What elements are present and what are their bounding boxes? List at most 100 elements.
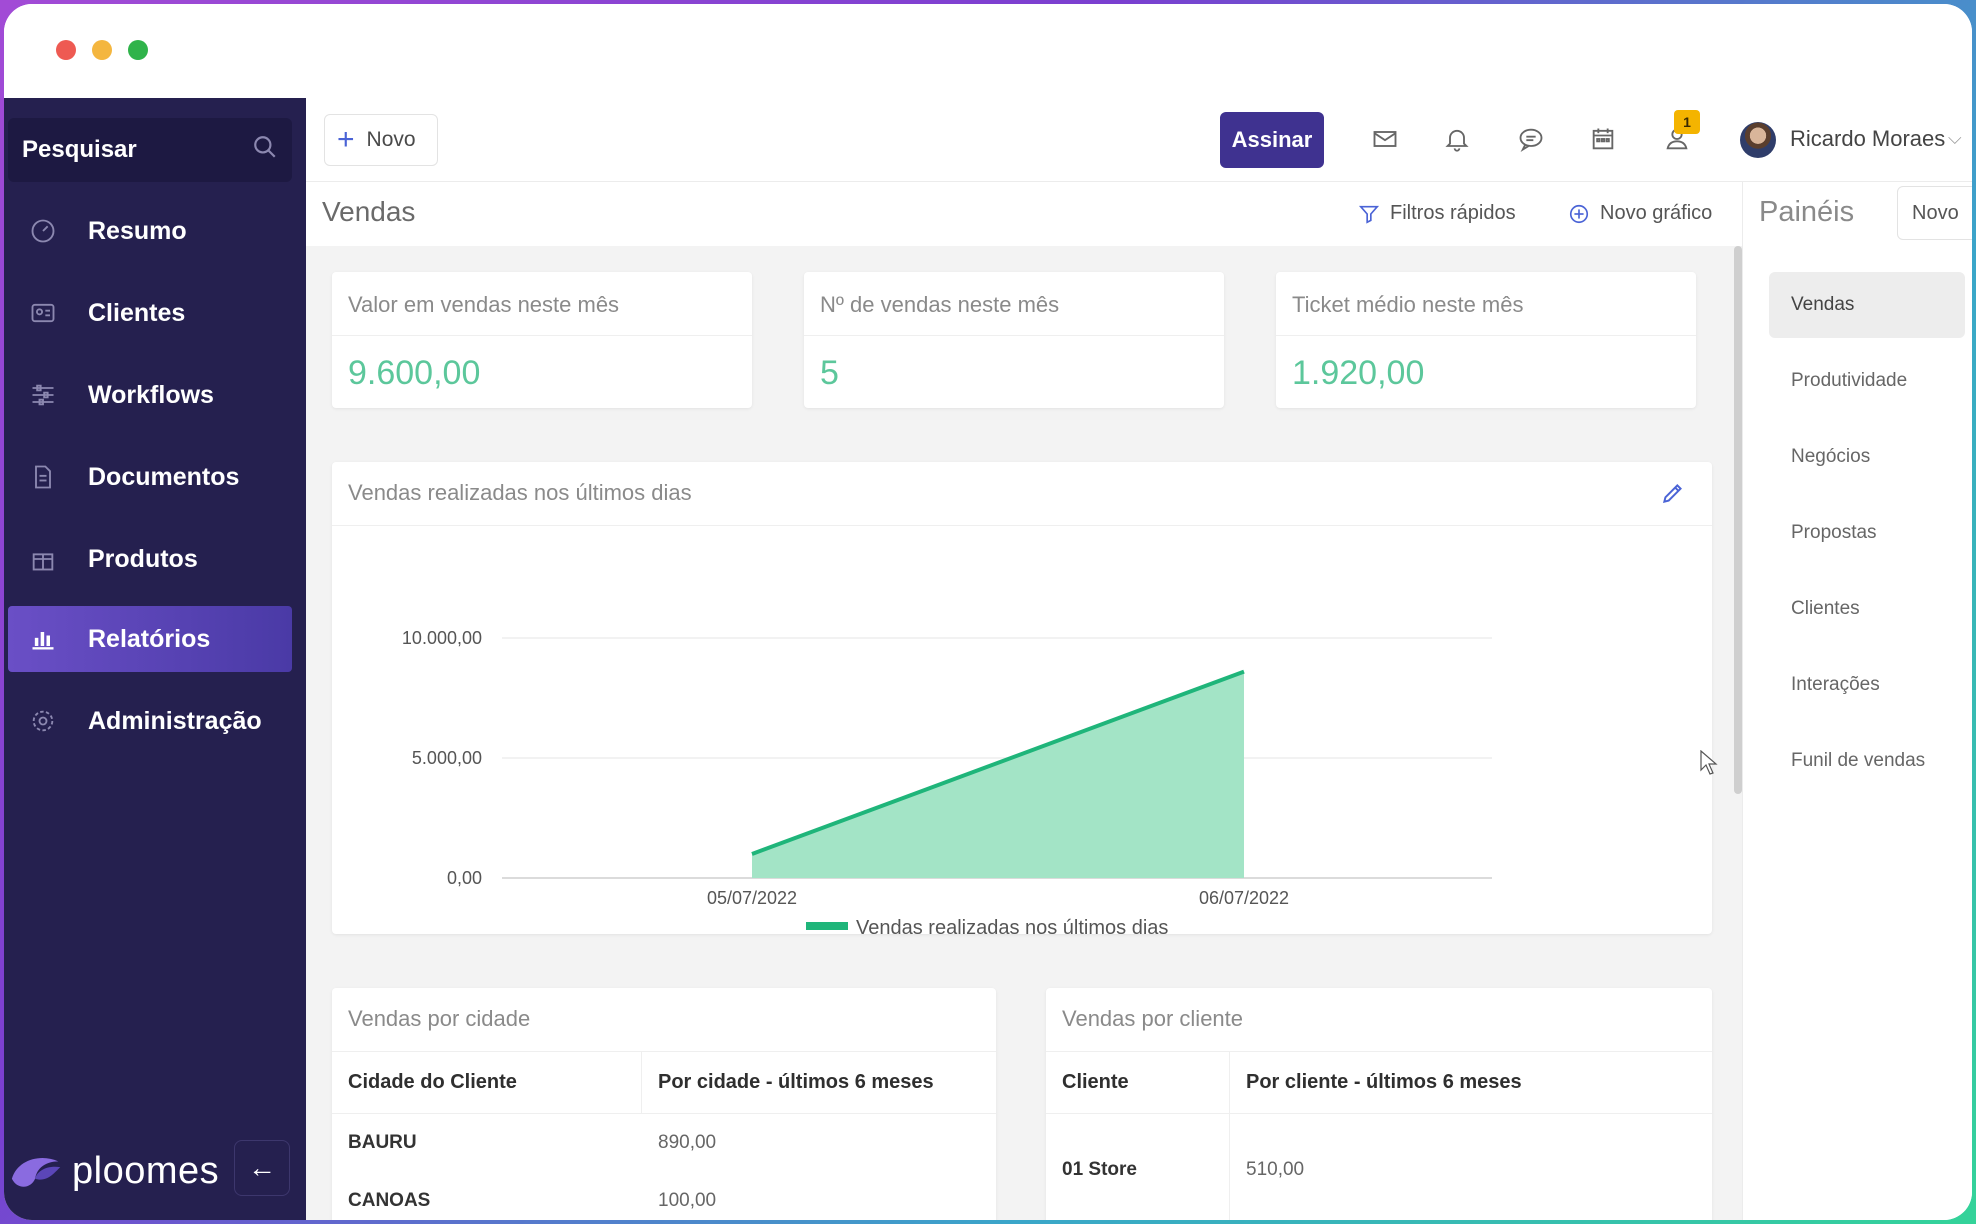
- kpi-card: Valor em vendas neste mês 9.600,00: [332, 272, 752, 408]
- filter-icon: [1358, 205, 1380, 224]
- sidebar-item-label: Clientes: [88, 298, 186, 327]
- kpi-card: Ticket médio neste mês 1.920,00: [1276, 272, 1696, 408]
- legend-swatch: [806, 922, 848, 930]
- table-header-row: Cidade do Cliente Por cidade - últimos 6…: [332, 1052, 996, 1114]
- kpi-value: 5: [820, 354, 839, 392]
- gauge-icon: [28, 216, 58, 246]
- panel-item-interacoes[interactable]: Interações: [1791, 674, 1880, 695]
- top-bar: + Novo Assinar 1 Ricardo Moraes ⌵: [306, 98, 1972, 182]
- user-name[interactable]: Ricardo Moraes: [1790, 126, 1946, 151]
- sidebar-item-workflows[interactable]: Workflows: [8, 362, 292, 428]
- chart-card-title: Vendas realizadas nos últimos dias: [332, 462, 1712, 526]
- sales-by-client-card: Vendas por cliente Cliente Por cliente -…: [1046, 988, 1712, 1220]
- table-row[interactable]: CANOAS 100,00: [332, 1172, 996, 1220]
- legend-label: Vendas realizadas nos últimos dias: [856, 917, 1168, 934]
- avatar[interactable]: [1740, 122, 1776, 158]
- sidebar: Pesquisar Resumo Clientes Workflows Docu…: [4, 98, 306, 1220]
- main-content: Vendas Filtros rápidos Novo gráfico Valo…: [306, 182, 1742, 1220]
- ploomes-logo: [11, 1158, 61, 1187]
- new-chart-button[interactable]: Novo gráfico: [1568, 202, 1712, 225]
- y-tick-label: 10.000,00: [402, 628, 482, 648]
- kpi-title: Ticket médio neste mês: [1276, 272, 1696, 336]
- table-cell: 510,00: [1246, 1159, 1305, 1180]
- pencil-icon[interactable]: [1660, 480, 1686, 512]
- kpi-value: 9.600,00: [348, 354, 481, 392]
- sidebar-item-label: Produtos: [88, 544, 198, 573]
- notification-badge: 1: [1674, 110, 1700, 134]
- table-card-title: Vendas por cliente: [1046, 988, 1712, 1052]
- sidebar-item-relatorios[interactable]: Relatórios: [8, 606, 292, 672]
- collapse-sidebar-button[interactable]: ←: [234, 1140, 290, 1196]
- page-header: Vendas Filtros rápidos Novo gráfico: [306, 182, 1742, 246]
- x-tick-label: 05/07/2022: [707, 888, 797, 908]
- minimize-window-button[interactable]: [92, 40, 112, 60]
- column-header[interactable]: Cidade do Cliente: [332, 1052, 642, 1113]
- panel-item-clientes[interactable]: Clientes: [1791, 598, 1860, 619]
- table-row[interactable]: BAURU 890,00: [332, 1114, 996, 1172]
- table-cell: BAURU: [348, 1132, 417, 1153]
- quick-filters-label: Filtros rápidos: [1390, 202, 1516, 224]
- sidebar-item-administracao[interactable]: Administração: [8, 688, 292, 754]
- sidebar-item-label: Administração: [88, 706, 262, 735]
- sliders-icon: [28, 380, 58, 410]
- close-window-button[interactable]: [56, 40, 76, 60]
- search-label: Pesquisar: [22, 136, 137, 163]
- sidebar-item-label: Documentos: [88, 462, 240, 491]
- x-tick-label: 06/07/2022: [1199, 888, 1289, 908]
- plus-circle-icon: [1569, 204, 1589, 223]
- series-line: [751, 669, 1245, 856]
- chat-icon[interactable]: [1516, 124, 1546, 154]
- assinar-button[interactable]: Assinar: [1220, 112, 1324, 168]
- new-button-label: Novo: [366, 128, 416, 151]
- search-box[interactable]: Pesquisar: [8, 118, 292, 182]
- sidebar-item-documentos[interactable]: Documentos: [8, 444, 292, 510]
- title-bar: [4, 4, 1972, 98]
- column-header[interactable]: Cliente: [1046, 1052, 1230, 1113]
- y-tick-label: 5.000,00: [412, 748, 482, 768]
- bell-icon[interactable]: [1442, 124, 1472, 154]
- sidebar-item-clientes[interactable]: Clientes: [8, 280, 292, 346]
- panels-sidebar: Painéis Novo Vendas Produtividade Negóci…: [1742, 182, 1972, 1220]
- calendar-icon[interactable]: [1588, 124, 1618, 154]
- panel-item-propostas[interactable]: Propostas: [1791, 522, 1877, 543]
- maximize-window-button[interactable]: [128, 40, 148, 60]
- brand: ploomes ←: [4, 1136, 306, 1206]
- kpi-value: 1.920,00: [1292, 354, 1425, 392]
- app-window: Pesquisar Resumo Clientes Workflows Docu…: [4, 4, 1972, 1220]
- kpi-card: Nº de vendas neste mês 5: [804, 272, 1224, 408]
- chart-title: Vendas realizadas nos últimos dias: [348, 480, 692, 505]
- column-header[interactable]: Por cidade - últimos 6 meses: [658, 1071, 934, 1093]
- mouse-cursor-icon: [1700, 750, 1718, 775]
- document-icon: [28, 462, 58, 492]
- sidebar-item-label: Workflows: [88, 380, 214, 409]
- table-cell: 890,00: [658, 1132, 717, 1153]
- sidebar-item-resumo[interactable]: Resumo: [8, 198, 292, 264]
- plus-icon: +: [337, 123, 355, 156]
- mail-icon[interactable]: [1370, 124, 1400, 154]
- table-cell: 01 Store: [1046, 1114, 1230, 1220]
- contact-card-icon: [28, 298, 58, 328]
- new-button[interactable]: + Novo: [324, 114, 438, 166]
- table-cell: 100,00: [658, 1190, 717, 1211]
- table-header-row: Cliente Por cliente - últimos 6 meses: [1046, 1052, 1712, 1114]
- bar-chart-icon: [28, 624, 58, 654]
- sidebar-item-label: Relatórios: [88, 624, 211, 653]
- table-row[interactable]: 01 Store 510,00: [1046, 1114, 1712, 1220]
- search-icon[interactable]: [252, 134, 278, 167]
- scrollbar[interactable]: [1734, 246, 1742, 794]
- panel-item-negocios[interactable]: Negócios: [1791, 446, 1871, 467]
- quick-filters-button[interactable]: Filtros rápidos: [1358, 202, 1516, 225]
- panel-item-vendas[interactable]: Vendas: [1769, 272, 1965, 338]
- gift-box-icon: [28, 544, 58, 574]
- chevron-down-icon[interactable]: ⌵: [1948, 128, 1962, 148]
- panel-item-produtividade[interactable]: Produtividade: [1791, 370, 1908, 391]
- sidebar-item-label: Resumo: [88, 216, 187, 245]
- panel-item-funil-de-vendas[interactable]: Funil de vendas: [1791, 750, 1926, 771]
- new-panel-button[interactable]: Novo: [1897, 186, 1972, 240]
- kpi-title: Valor em vendas neste mês: [332, 272, 752, 336]
- table-cell: CANOAS: [348, 1190, 431, 1211]
- sales-by-city-card: Vendas por cidade Cidade do Cliente Por …: [332, 988, 996, 1220]
- sidebar-item-produtos[interactable]: Produtos: [8, 526, 292, 592]
- panels-title: Painéis: [1759, 196, 1855, 228]
- column-header[interactable]: Por cliente - últimos 6 meses: [1246, 1071, 1522, 1093]
